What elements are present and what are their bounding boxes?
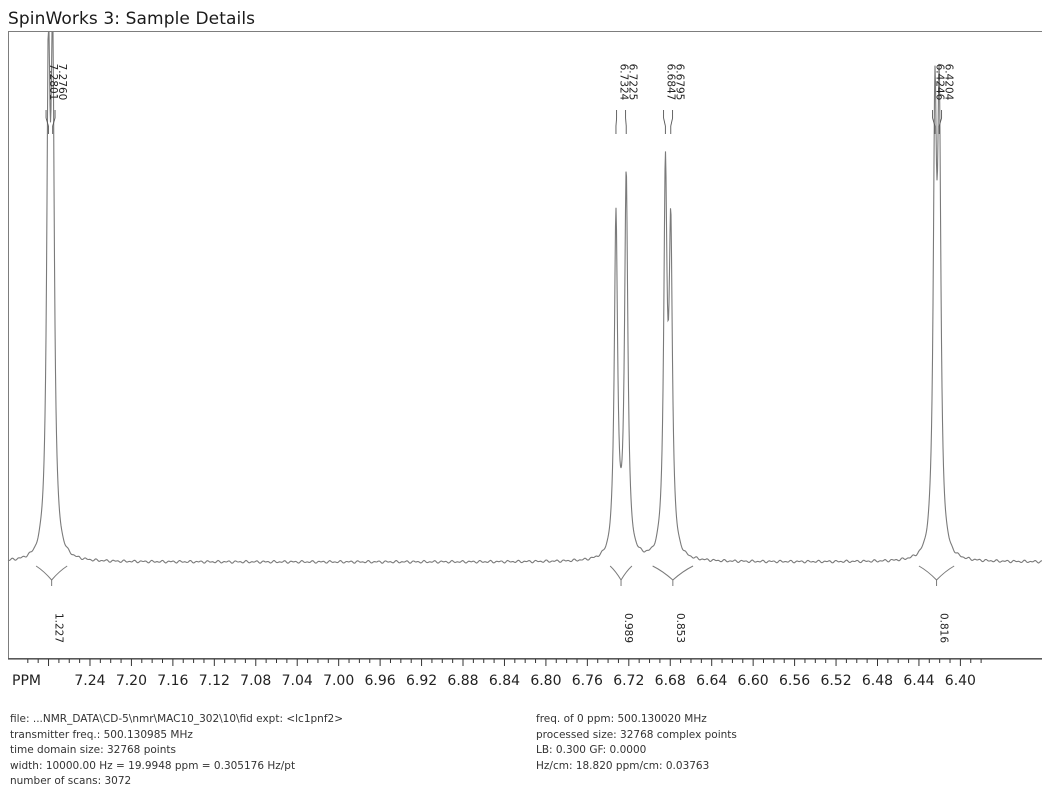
x-tick-label: 6.92 [406,673,437,689]
info-time-domain-line: time domain size: 32768 points [10,744,176,756]
x-tick-label: 7.04 [282,673,313,689]
x-ticks [27,659,982,666]
info-hzcm-line: Hz/cm: 18.820 ppm/cm: 0.03763 [536,759,710,772]
peak-connector [670,117,674,127]
integral-bracket [652,565,694,581]
peak-label: 6.6795 [673,64,685,101]
peak-label: 6.7225 [626,64,638,101]
x-tick-label: 6.48 [862,673,893,689]
integral-bracket [918,565,955,581]
x-tick-label: 6.80 [530,673,561,689]
info-scans-line: number of scans: 3072 [10,775,132,787]
peak-connector [52,117,56,127]
peak-connector [615,117,618,127]
x-tick-label: 6.72 [613,673,644,689]
peak-label: 6.6847 [664,64,676,101]
integral-values: 1.227 0.989 0.853 0.816 [53,613,950,643]
integrals [35,565,955,586]
integral-bracket [609,565,633,581]
info-lb-gf-line: LB: 0.300 GF: 0.0000 [536,744,647,756]
peak-connector [938,117,943,127]
peak-label: 6.7324 [617,64,629,101]
x-tick-label: 6.52 [820,673,851,689]
peak-connector [625,117,627,127]
x-tick-label: 6.64 [696,673,727,689]
integral-value: 0.853 [674,613,686,643]
peak-connector [932,117,936,127]
info-transmitter-line: transmitter freq.: 500.130985 MHz [10,728,193,741]
integral-bracket [35,565,68,581]
spectrum-trace [7,31,1042,564]
acquisition-info-right: freq. of 0 ppm: 500.130020 MHz processed… [536,712,737,774]
x-tick-labels: 7.24 7.20 7.16 7.12 7.08 7.04 7.00 6.96 6.92 6.88… [74,673,976,689]
x-tick-label: 6.40 [945,673,976,689]
x-tick-label: 6.76 [572,673,603,689]
x-axis-label: PPM [12,673,41,689]
x-tick-label: 7.24 [74,673,105,689]
plot-frame [8,31,1042,659]
nmr-spectrum-chart: PPM 7.24 7.20 7.16 7.12 7.08 7.04 7.00 6.96 6.92… [7,31,1042,689]
peak-connector [663,117,666,127]
x-tick-label: 6.68 [655,673,686,689]
x-tick-label: 7.16 [157,673,188,689]
x-tick-label: 6.96 [365,673,396,689]
x-tick-label: 6.56 [779,673,810,689]
info-processed-size-line: processed size: 32768 complex points [536,728,737,741]
info-file-line: file: ...NMR_DATA\CD-5\nmr\MAC10_302\10\… [10,713,343,725]
acquisition-info-left: file: ...NMR_DATA\CD-5\nmr\MAC10_302\10\… [10,712,343,790]
x-tick-label: 6.84 [489,673,520,689]
x-tick-label: 7.08 [240,673,271,689]
peak-label: 6.4246 [933,64,945,101]
integral-value: 1.227 [53,613,65,643]
peak-label: 6.4204 [942,64,954,101]
x-tick-label: 6.60 [738,673,769,689]
peak-label: 7.2801 [47,64,59,101]
x-tick-label: 6.44 [903,673,934,689]
x-tick-label: 7.12 [199,673,230,689]
x-tick-label: 7.00 [323,673,354,689]
peak-label: 7.2760 [56,64,68,101]
peak-connector [45,117,49,127]
integral-value: 0.989 [622,613,634,643]
info-zero-freq-line: freq. of 0 ppm: 500.130020 MHz [536,713,707,725]
window-title: SpinWorks 3: Sample Details [8,9,256,29]
x-tick-label: 6.88 [447,673,478,689]
info-width-line: width: 10000.00 Hz = 19.9948 ppm = 0.305… [10,759,296,772]
integral-value: 0.816 [938,613,950,643]
x-tick-label: 7.20 [116,673,147,689]
